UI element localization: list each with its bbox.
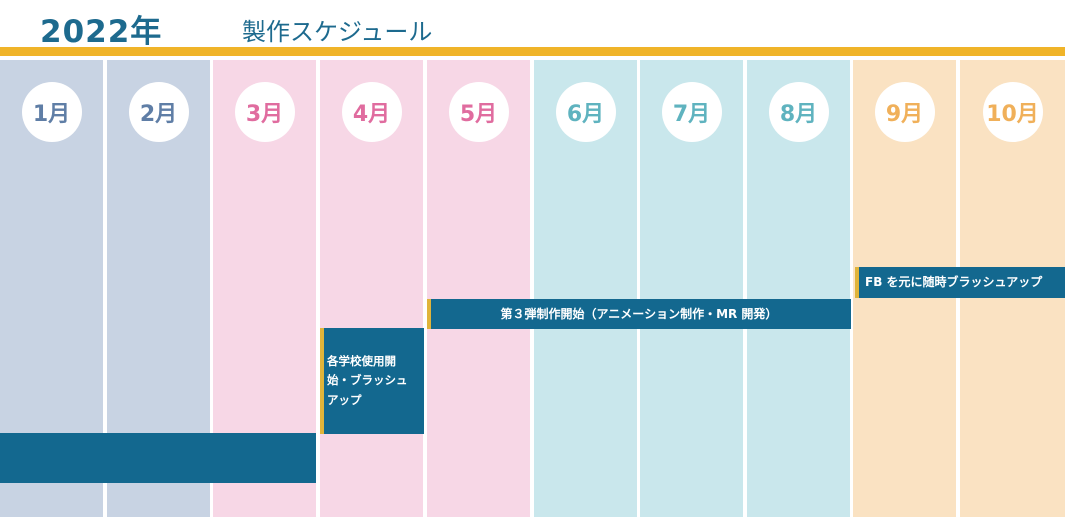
month-label-3: 3月	[234, 82, 295, 142]
task-bar-feedback: FB を元に随時ブラッシュアップ	[855, 267, 1065, 298]
month-label-6: 6月	[555, 82, 616, 142]
month-label-7: 7月	[661, 82, 722, 142]
month-label-9: 9月	[874, 82, 935, 142]
year-title: 2022年	[40, 14, 163, 50]
month-label-10: 10月	[982, 82, 1043, 142]
task-bar-early	[0, 433, 316, 483]
task-bar-school-use: 各学校使用開始・ブラッシュアップ	[320, 328, 424, 434]
task-accent	[427, 299, 431, 329]
month-column-6: 6月	[534, 60, 637, 517]
month-columns: 1月 2月 3月 4月 5月 6月 7月 8月 9月 10月 各学校使用開始・ブ…	[0, 60, 1065, 517]
month-column-4: 4月	[320, 60, 423, 517]
top-divider	[0, 47, 1065, 56]
month-label-5: 5月	[448, 82, 509, 142]
task-accent	[320, 328, 324, 434]
month-label-1: 1月	[21, 82, 82, 142]
month-label-2: 2月	[128, 82, 189, 142]
task-label-school-use: 各学校使用開始・ブラッシュアップ	[327, 353, 408, 407]
task-label-feedback: FB を元に随時ブラッシュアップ	[865, 275, 1043, 290]
month-column-7: 7月	[640, 60, 743, 517]
task-accent	[855, 267, 859, 298]
task-bar-third-phase: 第３弾制作開始（アニメーション制作・MR 開発）	[427, 299, 851, 329]
month-label-4: 4月	[341, 82, 402, 142]
page-title: 製作スケジュール	[242, 18, 433, 46]
month-label-8: 8月	[768, 82, 829, 142]
month-column-8: 8月	[747, 60, 850, 517]
task-label-third-phase: 第３弾制作開始（アニメーション制作・MR 開発）	[500, 306, 778, 321]
month-column-5: 5月	[427, 60, 530, 517]
